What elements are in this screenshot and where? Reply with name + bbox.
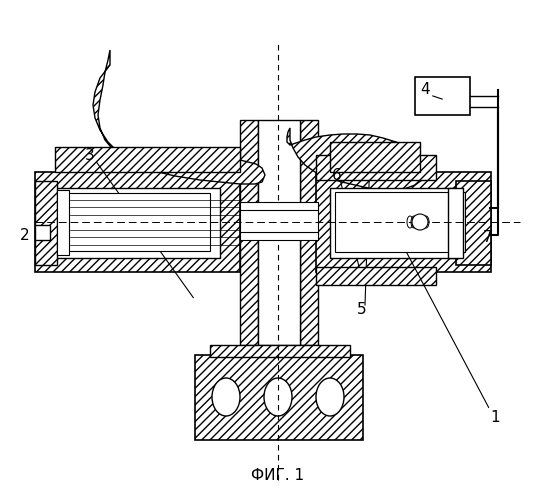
Bar [240,120,258,345]
Bar [195,355,363,440]
Bar [50,188,220,258]
Bar [330,188,475,258]
Bar [316,267,436,285]
Polygon shape [93,50,265,184]
Bar [57,190,69,255]
Ellipse shape [316,378,344,416]
Bar [55,147,240,172]
Text: 1: 1 [490,410,500,426]
Bar [456,181,491,265]
Bar [330,142,420,172]
Bar [316,155,436,180]
Bar [240,232,318,240]
Bar [316,172,491,272]
Bar [35,181,57,265]
Bar [448,188,463,258]
Bar [240,207,318,235]
Ellipse shape [264,378,292,416]
Text: 6: 6 [332,168,342,182]
Text: 3: 3 [85,148,95,162]
Circle shape [412,214,428,230]
Bar [335,192,465,252]
Text: 7: 7 [483,230,493,246]
Bar [55,193,210,251]
Bar [300,120,318,345]
Polygon shape [287,128,426,190]
Bar [35,172,240,272]
Bar [258,120,300,345]
Ellipse shape [212,378,240,416]
Bar [35,225,50,240]
Bar [415,77,470,115]
Text: 4: 4 [420,82,430,98]
Text: 2: 2 [20,228,30,242]
Bar [210,345,350,357]
Bar [240,202,318,210]
Text: ФИГ. 1: ФИГ. 1 [251,468,305,483]
Text: 5: 5 [357,302,367,318]
